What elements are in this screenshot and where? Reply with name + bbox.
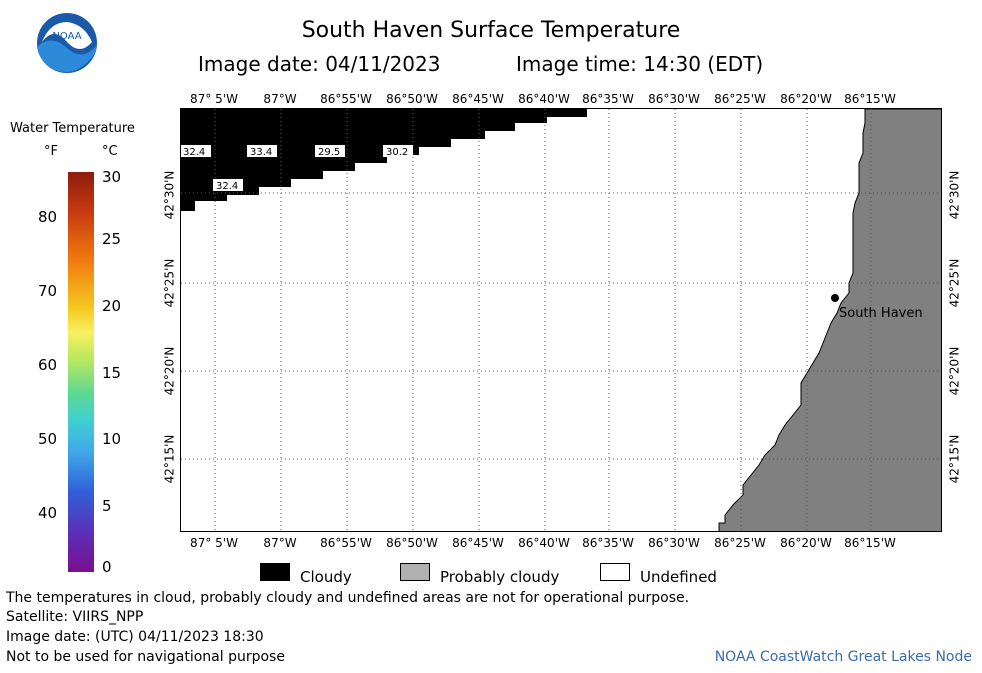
lon-label: 86°15'W	[844, 92, 896, 106]
lon-label: 86°20'W	[780, 536, 832, 550]
f-tick: 60	[38, 356, 58, 374]
lon-label: 87°W	[263, 92, 297, 106]
image-time: Image time: 14:30 (EDT)	[516, 52, 764, 76]
lon-label: 87°W	[263, 536, 297, 550]
lon-label: 86°30'W	[648, 92, 700, 106]
land-area	[718, 109, 941, 531]
c-tick: 0	[102, 558, 112, 576]
lon-label: 86°40'W	[518, 536, 570, 550]
lon-label: 87° 5'W	[190, 536, 238, 550]
footer-navigation: Not to be used for navigational purpose	[6, 649, 285, 665]
c-tick: 20	[102, 297, 122, 315]
footer-utc-date: Image date: (UTC) 04/11/2023 18:30	[6, 629, 264, 645]
temp-label: 29.5	[318, 147, 340, 158]
map-title: South Haven Surface Temperature	[301, 18, 681, 43]
temp-label: 32.4	[183, 147, 205, 158]
legend-swatch-undefined	[600, 563, 630, 581]
c-tick: 30	[102, 168, 122, 186]
legend-label-undefined: Undefined	[640, 568, 717, 586]
lon-label: 86°50'W	[386, 536, 438, 550]
noaa-logo-text: NOAA	[52, 31, 81, 42]
footer-satellite: Satellite: VIIRS_NPP	[6, 609, 144, 625]
lat-label: 42°30'N	[162, 170, 177, 220]
legend-swatch-cloudy	[260, 563, 290, 581]
f-tick: 50	[38, 430, 58, 448]
lat-label: 42°25'N	[162, 258, 177, 308]
noaa-logo: NOAA	[37, 13, 97, 73]
temperature-labels: 32.4 33.4 29.5 30.2 32.4	[181, 145, 413, 192]
c-tick: 10	[102, 430, 122, 448]
lon-label: 86°35'W	[582, 536, 634, 550]
city-marker	[831, 294, 839, 302]
lon-label: 86°25'W	[714, 536, 766, 550]
lon-label: 86°15'W	[844, 536, 896, 550]
lon-label: 86°45'W	[452, 536, 504, 550]
lon-label: 87° 5'W	[190, 92, 238, 106]
color-bar	[68, 172, 94, 572]
unit-fahrenheit: °F	[44, 144, 58, 159]
lon-label: 86°40'W	[518, 92, 570, 106]
lat-label: 42°25'N	[947, 258, 962, 308]
legend-swatch-probably-cloudy	[400, 563, 430, 581]
lat-label: 42°30'N	[947, 170, 962, 220]
footer-credit: NOAA CoastWatch Great Lakes Node	[714, 649, 972, 665]
unit-celsius: °C	[102, 144, 118, 159]
lat-label: 42°20'N	[162, 346, 177, 396]
lon-label: 86°55'W	[320, 536, 372, 550]
lon-label: 86°25'W	[714, 92, 766, 106]
lon-label: 86°45'W	[452, 92, 504, 106]
temp-label: 30.2	[386, 147, 408, 158]
lat-label: 42°15'N	[162, 434, 177, 484]
lon-label: 86°55'W	[320, 92, 372, 106]
c-tick: 15	[102, 364, 122, 382]
map-area: 32.4 33.4 29.5 30.2 32.4 South Haven	[180, 108, 942, 532]
city-label: South Haven	[839, 306, 923, 321]
legend-label-probably-cloudy: Probably cloudy	[440, 568, 560, 586]
f-tick: 80	[38, 208, 58, 226]
c-tick: 25	[102, 230, 122, 248]
lon-label: 86°35'W	[582, 92, 634, 106]
lon-label: 86°20'W	[780, 92, 832, 106]
lon-label: 86°30'W	[648, 536, 700, 550]
map-canvas: 32.4 33.4 29.5 30.2 32.4 South Haven	[181, 109, 941, 531]
cloud-area	[181, 109, 587, 211]
legend-label-cloudy: Cloudy	[300, 568, 352, 586]
c-tick: 5	[102, 497, 112, 515]
graticule	[181, 109, 941, 531]
image-date: Image date: 04/11/2023	[198, 52, 441, 76]
f-tick: 40	[38, 504, 58, 522]
lat-label: 42°15'N	[947, 434, 962, 484]
color-scale-title: Water Temperature	[10, 121, 135, 136]
footer-disclaimer: The temperatures in cloud, probably clou…	[6, 590, 690, 606]
temp-label: 32.4	[216, 181, 238, 192]
temp-label: 33.4	[250, 147, 272, 158]
lon-label: 86°50'W	[386, 92, 438, 106]
lat-label: 42°20'N	[947, 346, 962, 396]
f-tick: 70	[38, 282, 58, 300]
